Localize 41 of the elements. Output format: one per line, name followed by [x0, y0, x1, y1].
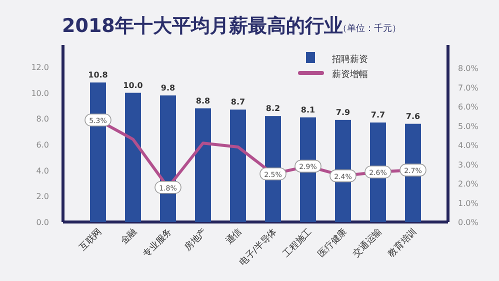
y2-tick-label: 0.0% [458, 218, 479, 227]
y-tick-label: 10.0 [31, 88, 49, 98]
data-label: 8.7 [230, 98, 246, 107]
data-label: 8.1 [300, 105, 316, 114]
x-tick-label: 通信 [224, 226, 244, 247]
legend-label: 招聘薪资 [331, 54, 368, 65]
legend-label: 薪资增幅 [332, 69, 368, 80]
data-label: 8.8 [196, 96, 211, 106]
x-tick-label: 互联网 [77, 226, 104, 254]
x-tick-label: 房地产 [182, 226, 210, 254]
y-tick-label: 0.0 [36, 218, 49, 227]
y-tick-label: 6.0 [36, 140, 49, 150]
y2-tick-label: 4.0% [458, 141, 479, 150]
y2-tick-label: 6.0% [458, 102, 479, 112]
x-tick-label: 医疗健康 [316, 226, 350, 260]
y-tick-label: 12.0 [31, 62, 49, 72]
y2-tick-label: 1.0% [458, 198, 479, 208]
y2-tick-label: 3.0% [458, 160, 479, 170]
y2-tick-label: 2.0% [458, 180, 479, 189]
data-label: 8.2 [266, 104, 280, 114]
data-label: 7.7 [370, 110, 386, 120]
data-label: 7.9 [336, 108, 351, 117]
y-tick-label: 8.0 [36, 114, 49, 124]
bar [230, 110, 246, 222]
x-tick-label: 工程施工 [280, 226, 314, 260]
x-tick-label: 教育培训 [386, 226, 420, 260]
bar [90, 82, 106, 222]
data-label: 7.6 [406, 112, 421, 121]
data-label: 9.8 [160, 83, 176, 92]
y-tick-label: 4.0 [36, 166, 49, 176]
y2-tick-label: 8.0% [458, 64, 479, 74]
y2-tick-label: 5.0% [458, 122, 479, 131]
x-tick-label: 交通运输 [350, 226, 384, 260]
bar [125, 92, 141, 222]
bar [195, 108, 211, 222]
x-tick-label: 金融 [118, 226, 140, 247]
data-label: 10.0 [123, 80, 144, 90]
x-tick-label: 专业服务 [140, 226, 174, 260]
data-label: 10.8 [88, 70, 108, 80]
y2-tick-label: 7.0% [458, 83, 479, 92]
y-tick-label: 2.0 [36, 192, 49, 202]
